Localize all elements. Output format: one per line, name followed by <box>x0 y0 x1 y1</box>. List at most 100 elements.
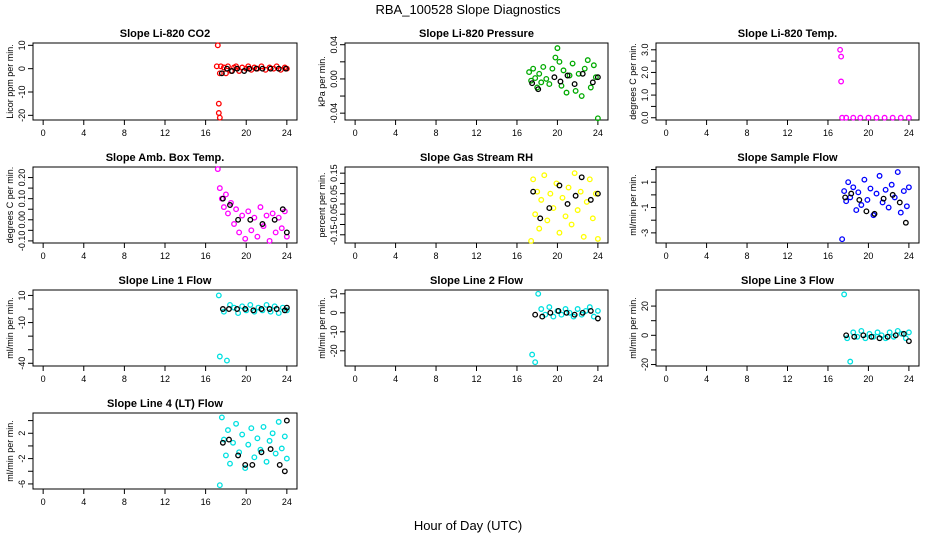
data-point <box>283 304 290 311</box>
y-axis: -20 -10 0 10 <box>17 40 33 122</box>
plot-frame <box>655 289 920 367</box>
data-point <box>275 65 282 72</box>
data-point <box>281 433 288 440</box>
data-point <box>594 315 601 322</box>
y-tick-label: -0.05 <box>329 204 339 225</box>
data-point <box>572 87 579 94</box>
data-point <box>546 205 553 212</box>
data-point <box>532 211 539 218</box>
data-point <box>526 69 533 76</box>
data-point <box>841 188 848 195</box>
figure-title: RBA_100528 Slope Diagnostics <box>375 2 561 17</box>
data-point <box>247 301 254 308</box>
y-axis-label: ml/min per min. <box>628 174 638 236</box>
data-point <box>861 176 868 183</box>
x-axis: 0 4 8 12 16 20 24 <box>664 120 914 138</box>
data-point <box>227 460 233 467</box>
y-tick-label: 0.00 <box>329 70 339 88</box>
x-tick-label: 0 <box>41 251 46 261</box>
x-axis: 0 4 8 12 16 20 24 <box>41 120 292 138</box>
data-point <box>271 216 278 223</box>
data-point <box>259 221 266 227</box>
data-point <box>569 60 576 67</box>
y-axis: -20 0 20 <box>640 301 656 371</box>
data-point <box>894 169 901 176</box>
x-axis: 0 4 8 12 16 20 24 <box>664 243 914 261</box>
data-point <box>563 89 570 96</box>
data-point <box>562 213 569 220</box>
series-selected <box>219 195 290 236</box>
x-tick-label: 8 <box>745 251 750 261</box>
data-point <box>592 190 599 197</box>
data-point <box>563 309 570 316</box>
data-point <box>587 84 594 91</box>
x-tick-label: 12 <box>782 374 792 384</box>
y-tick-label: 20 <box>640 301 650 311</box>
data-point <box>839 236 846 243</box>
data-point <box>258 306 265 312</box>
series-selected <box>529 70 601 93</box>
data-point <box>546 81 553 88</box>
data-point <box>860 332 867 339</box>
panel-7: Slope Line 1 Flow 0 4 8 12 16 20 24 -40 -10 10ml/m… <box>5 275 298 384</box>
data-point <box>892 332 899 339</box>
y-axis-label: kPa per min. <box>317 56 327 107</box>
data-point <box>529 80 536 87</box>
x-tick-label: 0 <box>41 374 46 384</box>
data-point <box>223 357 230 364</box>
data-point <box>867 185 874 192</box>
x-tick-label: 20 <box>863 251 873 261</box>
data-point <box>565 184 572 191</box>
series-selected <box>843 330 912 345</box>
x-tick-label: 4 <box>393 128 398 138</box>
plot-frame <box>344 42 609 121</box>
data-point <box>538 79 545 86</box>
data-point <box>885 204 892 211</box>
data-point <box>219 306 226 312</box>
panel-title: Slope Amb. Box Temp. <box>106 152 225 164</box>
data-point <box>853 207 860 214</box>
x-tick-label: 12 <box>782 128 792 138</box>
data-point <box>536 225 543 232</box>
data-point <box>556 58 563 65</box>
y-axis: -0.04 0.00 0.04 <box>329 36 345 123</box>
data-point <box>267 65 274 72</box>
plot-frame <box>32 166 298 244</box>
data-point <box>530 65 537 72</box>
x-axis: 0 4 8 12 16 20 24 <box>353 243 603 261</box>
series-selected <box>219 304 290 314</box>
y-tick-label: 10 <box>329 289 339 299</box>
data-point <box>219 439 226 446</box>
data-point <box>552 54 559 61</box>
y-tick-label: 10 <box>17 40 27 50</box>
y-axis-label: Licor ppm per min. <box>5 44 15 119</box>
data-point <box>248 227 255 234</box>
data-point <box>529 351 536 358</box>
data-point <box>871 210 878 217</box>
plot-frame <box>655 42 920 121</box>
panel-5: Slope Gas Stream RH 0 4 8 12 16 20 24 -0.15-0.05… <box>317 152 609 261</box>
x-tick-label: 16 <box>512 251 522 261</box>
panel-3: Slope Li-820 Temp. 0 4 8 12 16 20 24 0.0 1.0 2.0 3.… <box>628 28 920 138</box>
x-tick-label: 4 <box>393 251 398 261</box>
data-point <box>539 313 546 320</box>
data-point <box>897 209 904 216</box>
series-selected <box>218 65 289 77</box>
x-tick-label: 24 <box>904 374 914 384</box>
y-tick-label: -40 <box>17 357 27 370</box>
data-point <box>564 72 571 79</box>
data-point <box>905 114 912 121</box>
data-point <box>266 437 273 444</box>
data-point <box>266 237 273 244</box>
x-tick-label: 24 <box>593 128 603 138</box>
x-tick-label: 0 <box>353 374 358 384</box>
data-point <box>549 65 556 72</box>
plot-frame <box>32 412 298 490</box>
data-point <box>275 418 282 425</box>
x-tick-label: 16 <box>823 374 833 384</box>
x-tick-label: 20 <box>241 128 251 138</box>
data-point <box>276 461 283 468</box>
data-point <box>272 450 279 457</box>
data-point <box>843 332 850 339</box>
data-point <box>854 333 861 340</box>
